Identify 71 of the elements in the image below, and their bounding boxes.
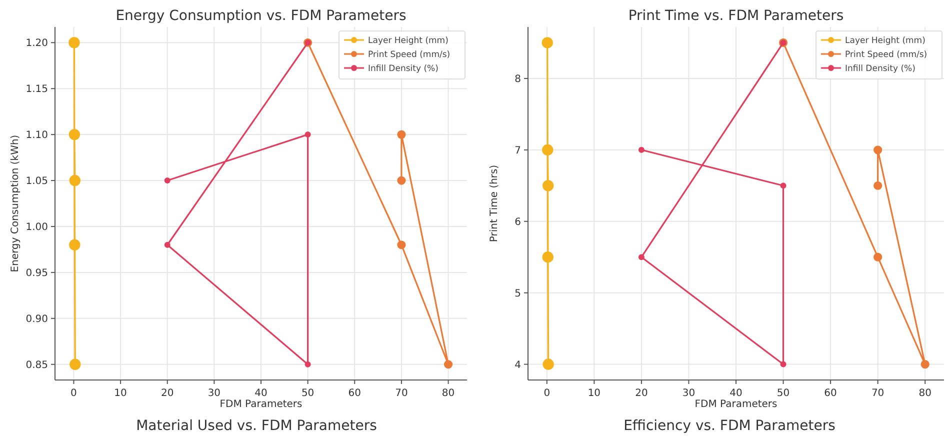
- legend-label: Layer Height (mm): [845, 36, 926, 46]
- point: [874, 252, 882, 262]
- y-tick-label: 6: [514, 216, 521, 228]
- y-tick-label: 5: [514, 288, 521, 300]
- point: [542, 144, 554, 156]
- point: [69, 174, 80, 186]
- x-tick-label: 10: [588, 388, 601, 399]
- point: [69, 239, 80, 250]
- x-tick-label: 80: [442, 388, 455, 399]
- point: [304, 132, 311, 138]
- y-tick-label: 4: [514, 360, 521, 371]
- y-tick-label: 0.90: [26, 314, 48, 325]
- x-tick-label: 50: [301, 388, 314, 399]
- y-tick-label: 0.85: [26, 360, 48, 371]
- point: [542, 37, 553, 48]
- point: [68, 128, 80, 140]
- point: [304, 361, 311, 368]
- point: [397, 240, 406, 250]
- x-tick-label: 60: [824, 388, 837, 399]
- x-tick-label: 30: [208, 388, 221, 399]
- y-tick-label: 7: [514, 145, 521, 156]
- y-axis-title: Energy Consumption (kWh): [10, 134, 21, 272]
- point: [397, 130, 406, 139]
- text: Material Used vs. FDM Parameters: [136, 418, 377, 434]
- point: [638, 254, 644, 260]
- point: [542, 358, 554, 370]
- y-tick-label: 1.00: [26, 222, 48, 233]
- x-tick-label: 0: [70, 388, 77, 399]
- y-tick-label: 8: [514, 74, 521, 85]
- x-tick-label: 20: [160, 388, 174, 399]
- point: [70, 358, 81, 370]
- x-axis-title: FDM Parameters: [694, 399, 778, 410]
- point: [638, 146, 644, 153]
- legend-label: Layer Height (mm): [368, 36, 448, 46]
- point: [542, 251, 554, 263]
- x-tick-label: 70: [395, 388, 408, 399]
- x-tick-label: 40: [254, 388, 268, 399]
- y-tick-label: 1.20: [26, 38, 48, 50]
- x-tick-label: 0: [544, 388, 550, 399]
- point: [164, 242, 170, 248]
- point: [542, 180, 554, 192]
- chart-title: Print Time vs. FDM Parameters: [628, 8, 844, 24]
- chart-title: Energy Consumption vs. FDM Parameters: [116, 8, 406, 24]
- x-tick-label: 20: [635, 388, 648, 399]
- x-tick-label: 10: [114, 388, 127, 399]
- x-tick-label: 60: [348, 388, 362, 399]
- y-tick-label: 0.95: [26, 268, 48, 279]
- legend-label: Infill Density (%): [368, 64, 438, 74]
- point: [164, 178, 170, 184]
- point: [874, 146, 882, 154]
- x-tick-label: 30: [682, 388, 696, 399]
- point: [780, 361, 786, 368]
- x-tick-label: 70: [871, 388, 884, 399]
- x-tick-label: 50: [776, 388, 790, 399]
- y-tick-label: 1.10: [26, 130, 48, 142]
- legend-label: Print Speed (mm/s): [368, 50, 450, 60]
- point: [397, 176, 406, 185]
- point: [68, 37, 80, 48]
- text: Efficiency vs. FDM Parameters: [624, 418, 836, 434]
- y-tick-label: 1.05: [26, 176, 48, 188]
- x-axis-title: FDM Parameters: [220, 399, 302, 410]
- point: [874, 181, 882, 190]
- legend-label: Print Speed (mm/s): [845, 50, 928, 60]
- y-tick-label: 1.15: [26, 84, 48, 96]
- point: [920, 360, 930, 369]
- point: [444, 360, 453, 369]
- y-axis-title: Print Time (hrs): [489, 164, 500, 242]
- x-tick-label: 40: [730, 388, 742, 399]
- x-tick-label: 80: [918, 388, 932, 399]
- legend-label: Infill Density (%): [845, 64, 916, 74]
- point: [780, 182, 786, 189]
